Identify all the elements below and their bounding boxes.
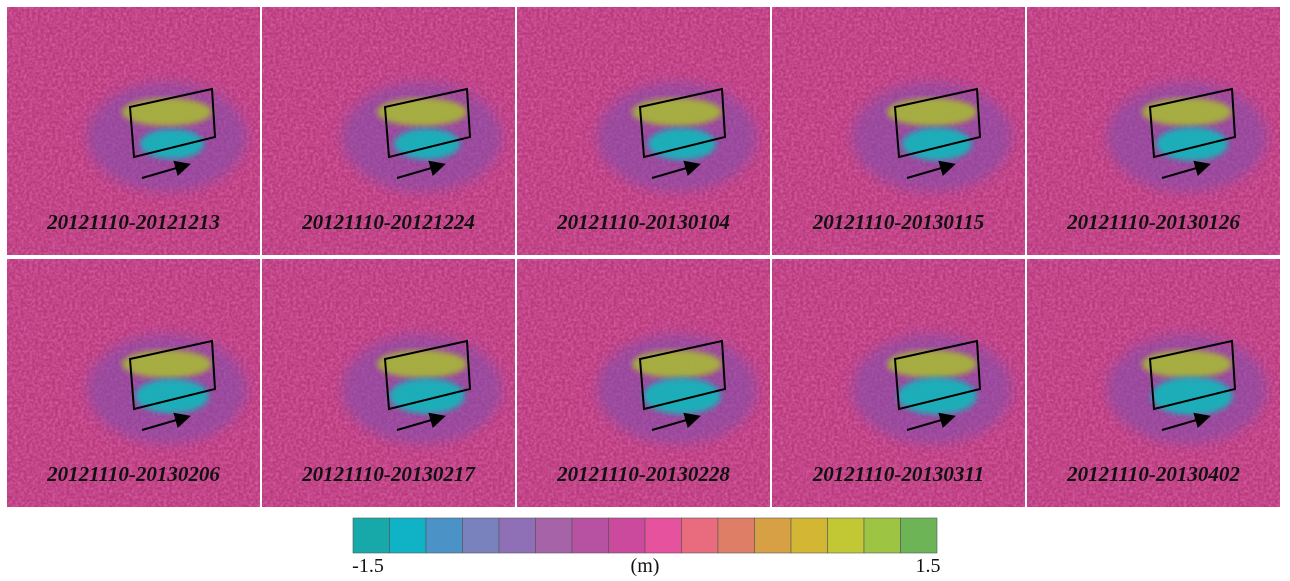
panel-label: 20121110-20121224 bbox=[301, 210, 475, 234]
map-panel: 20121110-20130115 bbox=[772, 7, 1025, 255]
panel-label: 20121110-20130115 bbox=[812, 210, 985, 234]
subsidence-zone bbox=[140, 129, 204, 159]
subsidence-zone bbox=[135, 379, 209, 414]
colorbar-swatch bbox=[645, 518, 682, 553]
colorbar-swatch bbox=[609, 518, 646, 553]
panel-label: 20121110-20130126 bbox=[1066, 210, 1240, 234]
uplift-zone bbox=[887, 98, 977, 126]
colorbar-swatch bbox=[718, 518, 755, 553]
uplift-zone bbox=[1142, 350, 1232, 378]
subsidence-zone bbox=[1156, 127, 1228, 161]
subsidence-zone bbox=[394, 129, 460, 160]
uplift-zone bbox=[377, 350, 467, 378]
uplift-zone bbox=[122, 98, 212, 126]
subsidence-zone bbox=[902, 128, 972, 161]
uplift-zone bbox=[377, 98, 467, 126]
subsidence-zone bbox=[1151, 377, 1232, 415]
panel-label: 20121110-20130206 bbox=[46, 462, 220, 486]
colorbar-swatch bbox=[791, 518, 828, 553]
colorbar-max: 1.5 bbox=[916, 555, 941, 577]
map-panel: 20121110-20130104 bbox=[517, 7, 770, 255]
colorbar-swatch bbox=[864, 518, 901, 553]
colorbar-swatch bbox=[463, 518, 500, 553]
map-panel: 20121110-20130402 bbox=[1027, 259, 1280, 507]
colorbar-swatch bbox=[572, 518, 609, 553]
colorbar-swatch bbox=[499, 518, 536, 553]
map-panel: 20121110-20121213 bbox=[7, 7, 260, 255]
map-panel: 20121110-20130206 bbox=[7, 259, 260, 507]
colorbar-swatch bbox=[353, 518, 390, 553]
subsidence-zone bbox=[897, 377, 976, 414]
subsidence-zone bbox=[648, 128, 716, 160]
colorbar-unit: (m) bbox=[631, 555, 660, 577]
subsidence-zone bbox=[643, 378, 720, 414]
panel-label: 20121110-20130104 bbox=[556, 210, 730, 234]
panel-label: 20121110-20130217 bbox=[301, 462, 476, 486]
uplift-zone bbox=[122, 350, 212, 378]
map-panel: 20121110-20130217 bbox=[262, 259, 515, 507]
panel-label: 20121110-20130311 bbox=[812, 462, 985, 486]
colorbar-swatch bbox=[536, 518, 573, 553]
colorbar-swatch bbox=[682, 518, 719, 553]
colorbar-swatch bbox=[426, 518, 463, 553]
panel-label: 20121110-20130228 bbox=[556, 462, 730, 486]
colorbar-swatch bbox=[755, 518, 792, 553]
panel-label: 20121110-20130402 bbox=[1066, 462, 1240, 486]
figure: -1.5 (m) 1.5 20121110-20121213 20121110-2… bbox=[0, 0, 1290, 581]
uplift-zone bbox=[632, 98, 722, 126]
colorbar-swatch bbox=[901, 518, 938, 553]
uplift-zone bbox=[1142, 98, 1232, 126]
colorbar-min: -1.5 bbox=[352, 555, 384, 577]
colorbar-swatch bbox=[828, 518, 865, 553]
map-panel: 20121110-20130126 bbox=[1027, 7, 1280, 255]
subsidence-zone bbox=[389, 378, 465, 413]
uplift-zone bbox=[632, 350, 722, 378]
map-panel: 20121110-20130228 bbox=[517, 259, 770, 507]
uplift-zone bbox=[887, 350, 977, 378]
panel-label: 20121110-20121213 bbox=[46, 210, 220, 234]
colorbar-swatch bbox=[390, 518, 427, 553]
map-panel: 20121110-20130311 bbox=[772, 259, 1025, 507]
map-panel: 20121110-20121224 bbox=[262, 7, 515, 255]
